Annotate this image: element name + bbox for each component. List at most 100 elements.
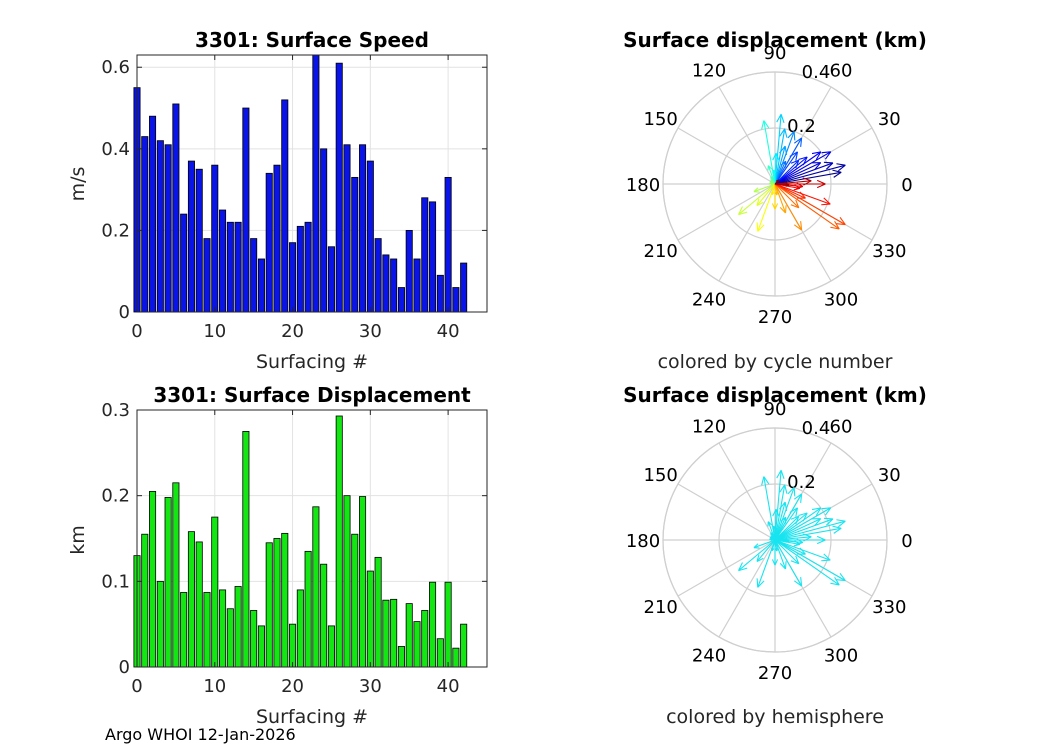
bar — [429, 201, 437, 313]
arrow-head — [779, 563, 786, 570]
bar — [156, 140, 164, 313]
arrow-head — [798, 512, 808, 517]
bar — [413, 258, 421, 313]
arrow-shaft — [774, 539, 840, 586]
displacement-ylabel: km — [67, 525, 89, 555]
arrow-head — [771, 559, 776, 566]
arrow-head — [834, 220, 840, 230]
angle-tick-label: 210 — [644, 241, 678, 262]
bar — [219, 209, 227, 313]
bar — [242, 431, 250, 668]
arrow-shaft — [774, 183, 787, 214]
displacement-arrow — [774, 183, 840, 230]
arrow-shaft — [738, 539, 776, 572]
plot-area — [137, 410, 487, 667]
arrow-head — [795, 160, 800, 169]
arrow-head — [774, 203, 779, 210]
arrow-head — [823, 517, 833, 520]
y-tick-label: 0.4 — [101, 139, 130, 160]
arrow-head — [779, 207, 786, 214]
arrow-shaft — [774, 539, 789, 542]
y-tick-label: 0.1 — [101, 571, 130, 592]
arrow-head — [821, 203, 831, 206]
arrow-shaft — [774, 162, 821, 185]
x-tick-label: 20 — [281, 676, 304, 697]
arrow-head — [836, 163, 846, 166]
arrow-head — [793, 224, 802, 231]
arrow-head — [793, 137, 802, 144]
arrow-shaft — [774, 536, 812, 541]
angle-tick-label: 300 — [824, 289, 858, 310]
arrow-head — [793, 493, 802, 500]
bar — [273, 164, 281, 313]
bar — [390, 258, 398, 313]
arrow-head — [767, 165, 773, 170]
displacement-arrow — [774, 519, 846, 541]
arrow-shaft — [774, 507, 832, 541]
displacement-arrow — [775, 535, 826, 545]
arrow-shaft — [774, 151, 822, 185]
arrow-head — [803, 536, 812, 542]
polar-cycle-title: Surface displacement (km) — [623, 28, 927, 52]
axes-box — [136, 409, 488, 668]
bar — [265, 542, 273, 668]
bar — [172, 482, 180, 668]
bar — [390, 598, 398, 668]
displacement-arrow — [774, 484, 788, 541]
displacement-arrow — [774, 113, 785, 185]
arrow-shaft — [774, 180, 812, 185]
x-tick-label: 10 — [203, 676, 226, 697]
arrow-head — [811, 151, 821, 155]
bar — [195, 541, 203, 668]
arrow-head — [774, 559, 779, 566]
speed-xlabel: Surfacing # — [256, 351, 368, 373]
arrow-head — [795, 199, 800, 208]
arrow-head — [756, 557, 764, 562]
arrow-shaft — [774, 493, 803, 541]
arrow-shaft — [756, 183, 776, 206]
arrow-head — [775, 179, 780, 182]
displacement-arrow — [738, 539, 776, 572]
arrow-head — [763, 120, 770, 129]
x-tick-label: 30 — [359, 321, 382, 342]
arrow-head — [775, 153, 780, 161]
arrow-head — [761, 476, 765, 486]
displacement-arrow — [774, 493, 803, 541]
arrow-shaft — [774, 183, 840, 230]
arrow-shaft — [774, 539, 803, 587]
plot-area — [137, 55, 487, 312]
arrow-shaft — [774, 128, 786, 185]
bar — [452, 647, 460, 668]
arrow-shaft — [774, 507, 822, 541]
arrow-head — [756, 201, 764, 206]
bar — [164, 144, 172, 313]
angle-tick-label: 0 — [901, 175, 912, 196]
bar — [226, 608, 234, 668]
displacement-arrow — [774, 486, 796, 541]
displacement-arrow — [774, 162, 822, 185]
arrow-shaft — [774, 470, 782, 541]
arrow-head — [757, 224, 765, 232]
arrow-head — [836, 519, 846, 522]
x-tick-label: 30 — [359, 676, 382, 697]
axes-box — [136, 54, 488, 313]
polar-spoke — [718, 86, 776, 185]
displacement-arrow — [774, 179, 780, 185]
bar — [320, 148, 328, 313]
arrow-head — [833, 527, 842, 534]
arrow-head — [800, 577, 803, 587]
arrow-head — [802, 177, 812, 182]
speed-title: 3301: Surface Speed — [195, 28, 429, 52]
bar — [327, 246, 335, 313]
bar — [312, 54, 320, 313]
bar — [172, 103, 180, 313]
bar — [366, 160, 374, 313]
bar — [211, 516, 219, 668]
bar — [421, 197, 429, 313]
displacement-arrow — [774, 137, 803, 185]
displacement-arrow — [774, 539, 831, 562]
displacement-arrow — [753, 539, 776, 549]
bar — [421, 610, 429, 668]
bar — [281, 532, 289, 668]
